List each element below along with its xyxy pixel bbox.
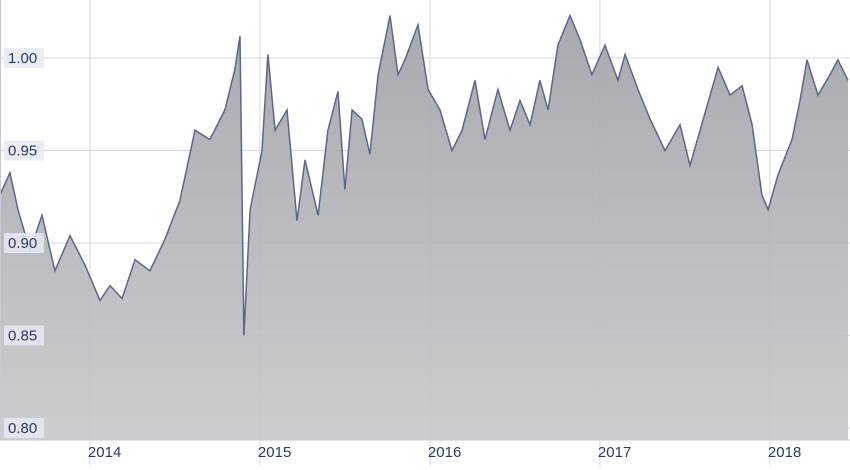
line — [0, 13, 849, 336]
x-tick-label: 2015 — [258, 444, 291, 461]
x-tick-label: 2017 — [598, 444, 631, 461]
x-tick-label: 2014 — [88, 444, 121, 461]
y-tick-label-bg — [4, 417, 44, 438]
y-tick-label: 0.90 — [8, 235, 37, 252]
y-tick-label-bg — [4, 233, 44, 254]
area-fill — [0, 15, 848, 440]
x-tick-label: 2016 — [428, 444, 461, 461]
y-tick-label: 0.85 — [8, 327, 37, 344]
y-tick-label-bg — [4, 48, 44, 69]
x-axis-band — [0, 440, 850, 470]
x-tick-label: 2018 — [768, 444, 801, 461]
y-tick-label-bg — [4, 140, 44, 161]
y-tick-label-bg — [4, 325, 44, 346]
y-tick-label: 0.95 — [8, 143, 37, 160]
y-tick-label: 1.00 — [8, 50, 37, 67]
y-tick-label: 0.80 — [8, 420, 37, 437]
